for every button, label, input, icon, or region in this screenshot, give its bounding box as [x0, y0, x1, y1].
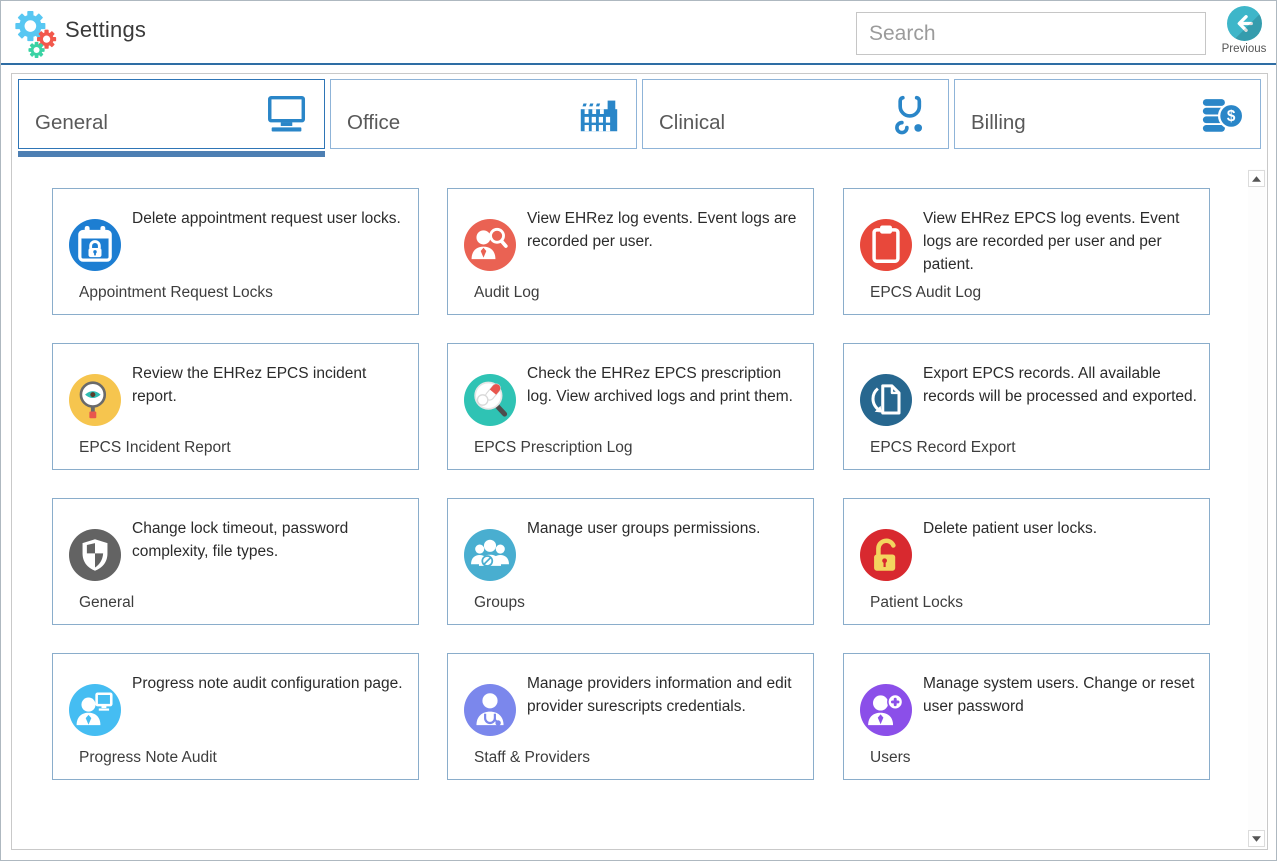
card-title: Groups: [474, 594, 525, 611]
document-export-icon: [860, 374, 912, 426]
card-epcs-record-export[interactable]: Export EPCS records. All available recor…: [843, 343, 1210, 470]
scrollbar[interactable]: [1248, 169, 1266, 848]
card-title: Staff & Providers: [474, 749, 591, 766]
factory-icon: [576, 91, 622, 137]
user-monitor-icon: [69, 684, 121, 736]
card-general[interactable]: Change lock timeout, password complexity…: [52, 498, 419, 625]
tab-label: Office: [347, 111, 401, 134]
previous-button[interactable]: Previous: [1220, 6, 1268, 55]
svg-text:$: $: [1227, 108, 1236, 125]
user-group-icon: [464, 529, 516, 581]
billing-icon: $: [1200, 91, 1246, 137]
settings-container: General Office Clinical: [11, 73, 1268, 850]
card-audit-log[interactable]: View EHRez log events. Event logs are re…: [447, 188, 814, 315]
card-description: Review the EHRez EPCS incident report.: [132, 365, 367, 405]
card-description: Manage user groups permissions.: [527, 520, 761, 537]
card-title: Appointment Request Locks: [79, 284, 273, 301]
scroll-up-arrow-icon[interactable]: [1248, 170, 1265, 187]
card-groups[interactable]: Manage user groups permissions. Groups: [447, 498, 814, 625]
clipboard-icon: [860, 219, 912, 271]
card-title: EPCS Record Export: [870, 439, 1016, 456]
user-plus-icon: [860, 684, 912, 736]
tab-label: Billing: [971, 111, 1026, 134]
card-description: View EHRez log events. Event logs are re…: [527, 210, 797, 250]
page-title: Settings: [65, 17, 147, 42]
stethoscope-icon: [888, 91, 934, 137]
user-magnifier-icon: [464, 219, 516, 271]
tab-label: Clinical: [659, 111, 726, 134]
card-title: Progress Note Audit: [79, 749, 217, 766]
back-arrow-icon: [1226, 6, 1262, 41]
previous-label: Previous: [1221, 43, 1267, 55]
card-title: Audit Log: [474, 284, 540, 301]
card-epcs-audit-log[interactable]: View EHRez EPCS log events. Event logs a…: [843, 188, 1210, 315]
tab-clinical[interactable]: Clinical: [642, 79, 949, 149]
monitor-icon: [264, 91, 310, 137]
tab-label: General: [35, 111, 108, 134]
settings-gears-icon: [9, 6, 61, 60]
card-description: Progress note audit configuration page.: [132, 675, 403, 692]
card-title: EPCS Audit Log: [870, 284, 982, 301]
card-description: View EHRez EPCS log events. Event logs a…: [923, 210, 1180, 273]
card-description: Delete appointment request user locks.: [132, 210, 401, 227]
card-title: Patient Locks: [870, 594, 964, 611]
shield-icon: [69, 529, 121, 581]
card-title: Users: [870, 749, 911, 766]
card-description: Delete patient user locks.: [923, 520, 1098, 537]
card-appointment-request-locks[interactable]: Delete appointment request user locks. A…: [52, 188, 419, 315]
card-patient-locks[interactable]: Delete patient user locks. Patient Locks: [843, 498, 1210, 625]
doctor-icon: [464, 684, 516, 736]
card-title: EPCS Prescription Log: [474, 439, 633, 456]
card-epcs-prescription-log[interactable]: Check the EHRez EPCS prescription log. V…: [447, 343, 814, 470]
magnifier-eye-icon: [69, 374, 121, 426]
header: Settings Previous: [1, 1, 1276, 63]
tab-billing[interactable]: Billing $: [954, 79, 1261, 149]
tab-general[interactable]: General: [18, 79, 325, 157]
tab-office[interactable]: Office: [330, 79, 637, 149]
calendar-lock-icon: [69, 219, 121, 271]
card-users[interactable]: Manage system users. Change or reset use…: [843, 653, 1210, 780]
card-progress-note-audit[interactable]: Progress note audit configuration page. …: [52, 653, 419, 780]
card-description: Manage providers information and edit pr…: [527, 675, 792, 715]
card-epcs-incident-report[interactable]: Review the EHRez EPCS incident report. E…: [52, 343, 419, 470]
card-description: Manage system users. Change or reset use…: [923, 675, 1195, 715]
card-description: Export EPCS records. All available recor…: [923, 365, 1197, 405]
card-staff-providers[interactable]: Manage providers information and edit pr…: [447, 653, 814, 780]
magnifier-pills-icon: [464, 374, 516, 426]
card-description: Check the EHRez EPCS prescription log. V…: [527, 365, 793, 405]
open-lock-icon: [860, 529, 912, 581]
header-divider: [1, 63, 1276, 65]
scroll-down-arrow-icon[interactable]: [1248, 830, 1265, 847]
card-description: Change lock timeout, password complexity…: [132, 520, 349, 560]
active-tab-underline: [18, 151, 325, 157]
search-input[interactable]: [856, 12, 1206, 55]
card-title: EPCS Incident Report: [79, 439, 231, 456]
card-title: General: [79, 594, 135, 611]
